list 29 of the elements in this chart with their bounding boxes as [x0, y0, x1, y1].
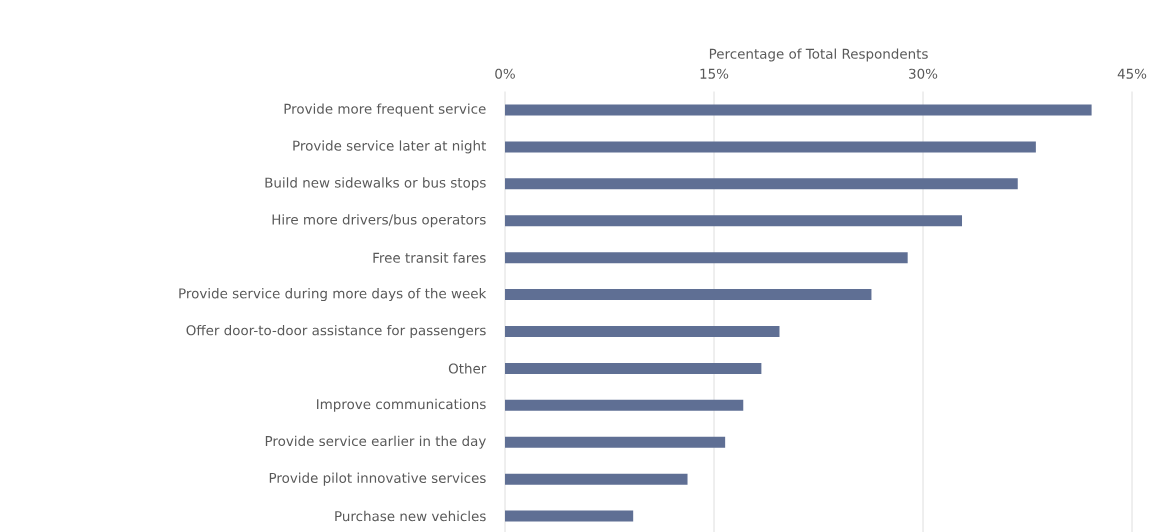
y-tick-label: Provide service during more days of the week	[179, 288, 487, 302]
bar	[505, 436, 726, 448]
y-tick-label: Purchase new vehicles	[335, 510, 486, 522]
bar	[505, 215, 963, 227]
bar	[505, 178, 1018, 190]
bar	[505, 399, 744, 411]
x-axis-title: Percentage of Total Respondents	[709, 48, 928, 62]
y-tick-label: Provide more frequent service	[284, 103, 486, 117]
bar	[505, 473, 688, 485]
bar	[505, 289, 872, 301]
y-tick-label: Offer door-to-door assistance for passengers	[186, 324, 486, 338]
y-tick-label: Provide service later at night	[293, 140, 486, 154]
x-tick-label: 15%	[700, 68, 729, 79]
y-tick-label: Improve communications	[317, 398, 486, 412]
bar	[505, 104, 1092, 116]
x-tick-label: 45%	[1117, 68, 1147, 79]
y-tick-label: Provide pilot innovative services	[269, 472, 486, 486]
y-tick-label: Provide service earlier in the day	[265, 435, 486, 449]
y-tick-label: Other	[448, 363, 487, 374]
bar	[505, 510, 634, 522]
y-tick-label: Free transit fares	[373, 252, 486, 263]
y-tick-label: Hire more drivers/bus operators	[272, 214, 486, 228]
bar	[505, 325, 780, 337]
y-tick-label: Build new sidewalks or bus stops	[265, 177, 486, 191]
x-tick-label: 30%	[909, 68, 938, 79]
x-tick-label: 0%	[495, 68, 515, 79]
bar	[505, 252, 908, 264]
bar	[505, 141, 1036, 153]
bar	[505, 362, 762, 374]
